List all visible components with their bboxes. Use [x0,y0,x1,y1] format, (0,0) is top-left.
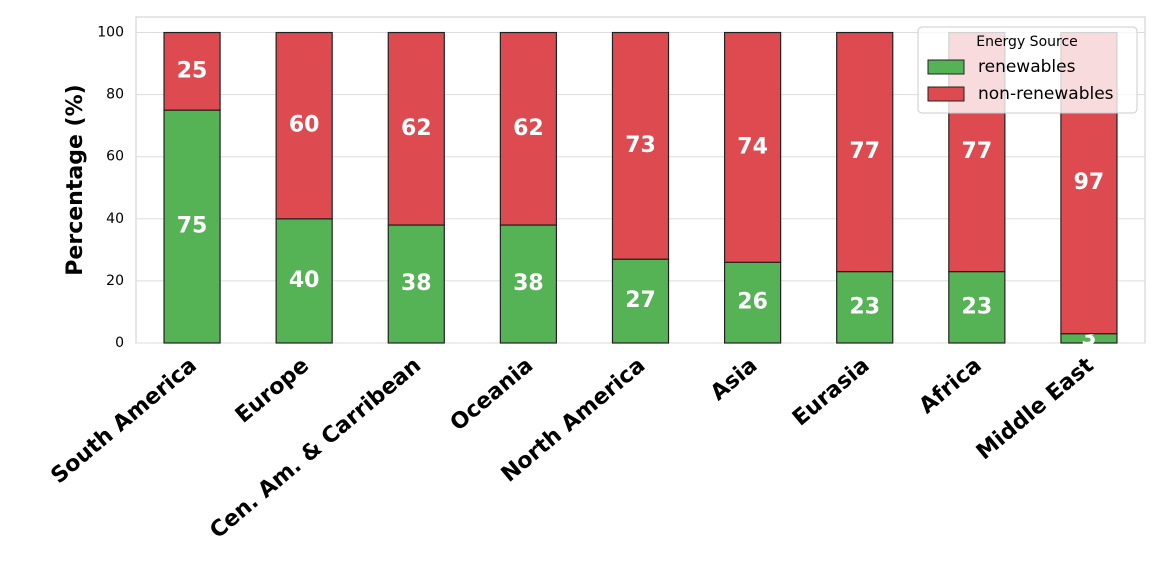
data-label: 27 [625,288,656,313]
legend-swatch [927,86,965,102]
bar-segment [499,31,558,226]
data-label: 77 [962,139,993,164]
bar-segment [723,31,782,263]
legend-label: non-renewables [978,84,1114,104]
bar-segment [611,258,670,344]
y-tick-label: 100 [97,25,124,41]
x-tick-label: Asia [706,353,762,406]
data-label: 75 [177,214,208,239]
bar-segment [836,31,894,273]
data-label: 23 [962,294,993,319]
data-label: 74 [737,134,768,159]
y-axis-label: Percentage (%) [63,84,88,275]
bar-segment [723,261,782,344]
bar-segment [948,270,1006,344]
x-tick-label: South America [47,353,202,489]
data-label: 73 [625,133,656,158]
x-tick-label: Oceania [446,353,538,436]
bar-segment [611,31,670,260]
y-tick-label: 60 [106,149,124,165]
data-label: 60 [289,113,320,138]
data-label: 62 [513,116,544,141]
y-tick-label: 40 [106,211,124,227]
bar-segment [499,224,558,344]
x-tick-label: Europe [231,353,314,428]
bar-segment [163,31,221,111]
data-label: 97 [1074,170,1105,195]
data-label: 77 [849,139,880,164]
legend-title: Energy Source [976,34,1078,50]
bar-segment [836,270,894,344]
bar-segment [387,224,445,344]
x-tick-label: Eurasia [788,353,874,431]
data-label: 25 [177,58,208,83]
x-tick-label: Cen. Am. & Carribean [205,353,426,544]
x-tick-label: Middle East [972,353,1099,465]
legend-label: renewables [978,57,1076,77]
bar-segment [387,31,445,226]
y-tick-label: 20 [106,273,124,289]
legend-swatch [927,59,965,75]
data-label: 38 [401,271,432,296]
legend-box [917,26,1138,114]
data-label: 38 [513,271,544,296]
y-tick-label: 80 [106,87,124,103]
data-label: 26 [737,290,768,315]
x-tick-label: Africa [915,353,987,419]
y-tick-label: 0 [115,335,124,351]
data-label: 62 [401,116,432,141]
bar-segment [163,109,221,344]
data-label: 40 [289,268,320,293]
bar-segment [275,31,333,220]
data-label: 23 [849,294,880,319]
